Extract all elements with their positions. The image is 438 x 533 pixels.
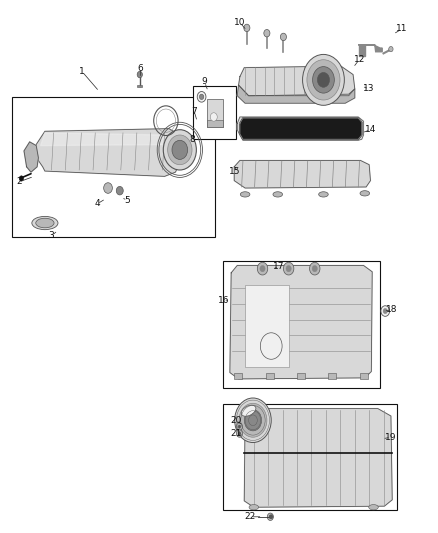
Polygon shape <box>359 45 365 56</box>
Polygon shape <box>244 409 392 507</box>
Circle shape <box>244 410 261 431</box>
Bar <box>223 405 397 511</box>
Circle shape <box>168 135 192 165</box>
Circle shape <box>237 430 243 437</box>
Polygon shape <box>237 117 364 140</box>
Circle shape <box>199 94 204 100</box>
Circle shape <box>280 33 286 41</box>
Circle shape <box>239 403 267 437</box>
Circle shape <box>237 423 243 430</box>
Polygon shape <box>34 128 184 176</box>
Circle shape <box>283 262 294 275</box>
Circle shape <box>269 515 273 519</box>
Text: 7: 7 <box>191 107 197 116</box>
Text: 10: 10 <box>234 18 246 27</box>
Bar <box>266 373 274 379</box>
Text: 9: 9 <box>202 77 208 86</box>
Circle shape <box>137 71 142 78</box>
Bar <box>234 373 242 379</box>
Polygon shape <box>239 66 355 96</box>
Polygon shape <box>230 265 372 379</box>
Polygon shape <box>237 85 355 103</box>
Circle shape <box>389 46 393 52</box>
Circle shape <box>381 306 390 317</box>
Ellipse shape <box>273 192 283 197</box>
Circle shape <box>264 29 270 37</box>
Circle shape <box>116 187 123 195</box>
Text: 16: 16 <box>218 296 229 305</box>
Ellipse shape <box>319 192 328 197</box>
Text: 14: 14 <box>365 125 376 134</box>
Text: 3: 3 <box>49 231 54 240</box>
Circle shape <box>383 309 388 314</box>
Text: 17: 17 <box>273 262 285 271</box>
Ellipse shape <box>249 505 258 510</box>
Ellipse shape <box>36 218 54 228</box>
Ellipse shape <box>360 191 370 196</box>
Circle shape <box>238 432 241 435</box>
Circle shape <box>267 513 273 521</box>
Text: 13: 13 <box>364 84 375 93</box>
Polygon shape <box>41 133 176 146</box>
Circle shape <box>307 60 340 100</box>
Text: 8: 8 <box>189 135 195 144</box>
Polygon shape <box>234 160 371 188</box>
Bar <box>360 373 368 379</box>
Circle shape <box>238 425 241 428</box>
Text: 5: 5 <box>125 196 131 205</box>
Circle shape <box>260 265 265 272</box>
Circle shape <box>163 130 196 170</box>
Polygon shape <box>240 118 362 139</box>
Ellipse shape <box>32 216 58 230</box>
Bar <box>12 97 215 237</box>
Text: 12: 12 <box>353 55 365 64</box>
Text: 19: 19 <box>385 433 397 442</box>
Text: 22: 22 <box>245 512 256 521</box>
Circle shape <box>244 24 250 31</box>
Polygon shape <box>358 45 382 52</box>
Text: 20: 20 <box>231 416 242 425</box>
Circle shape <box>172 140 187 159</box>
Circle shape <box>257 262 268 275</box>
Bar <box>207 99 223 126</box>
Circle shape <box>197 92 206 102</box>
Circle shape <box>312 265 318 272</box>
Circle shape <box>19 176 24 181</box>
Circle shape <box>303 54 344 106</box>
Text: 18: 18 <box>385 305 397 314</box>
Bar <box>297 373 305 379</box>
Text: 1: 1 <box>79 67 85 76</box>
Circle shape <box>269 515 272 519</box>
Circle shape <box>210 113 217 121</box>
Bar <box>245 285 289 367</box>
Circle shape <box>235 398 271 442</box>
Polygon shape <box>24 142 39 172</box>
Circle shape <box>313 67 334 93</box>
Bar <box>223 261 380 389</box>
Text: 2: 2 <box>17 177 22 186</box>
Circle shape <box>104 183 113 193</box>
Bar <box>207 120 223 126</box>
Text: 4: 4 <box>94 199 100 208</box>
Bar <box>193 86 237 139</box>
Text: 21: 21 <box>231 429 242 438</box>
Circle shape <box>286 265 291 272</box>
Bar <box>328 373 336 379</box>
Circle shape <box>310 262 320 275</box>
Text: 15: 15 <box>229 166 240 175</box>
Text: 11: 11 <box>396 25 407 34</box>
Ellipse shape <box>369 505 378 510</box>
Circle shape <box>318 72 329 87</box>
Text: 6: 6 <box>138 64 144 72</box>
Ellipse shape <box>240 192 250 197</box>
Bar <box>137 85 142 87</box>
Ellipse shape <box>241 405 256 416</box>
